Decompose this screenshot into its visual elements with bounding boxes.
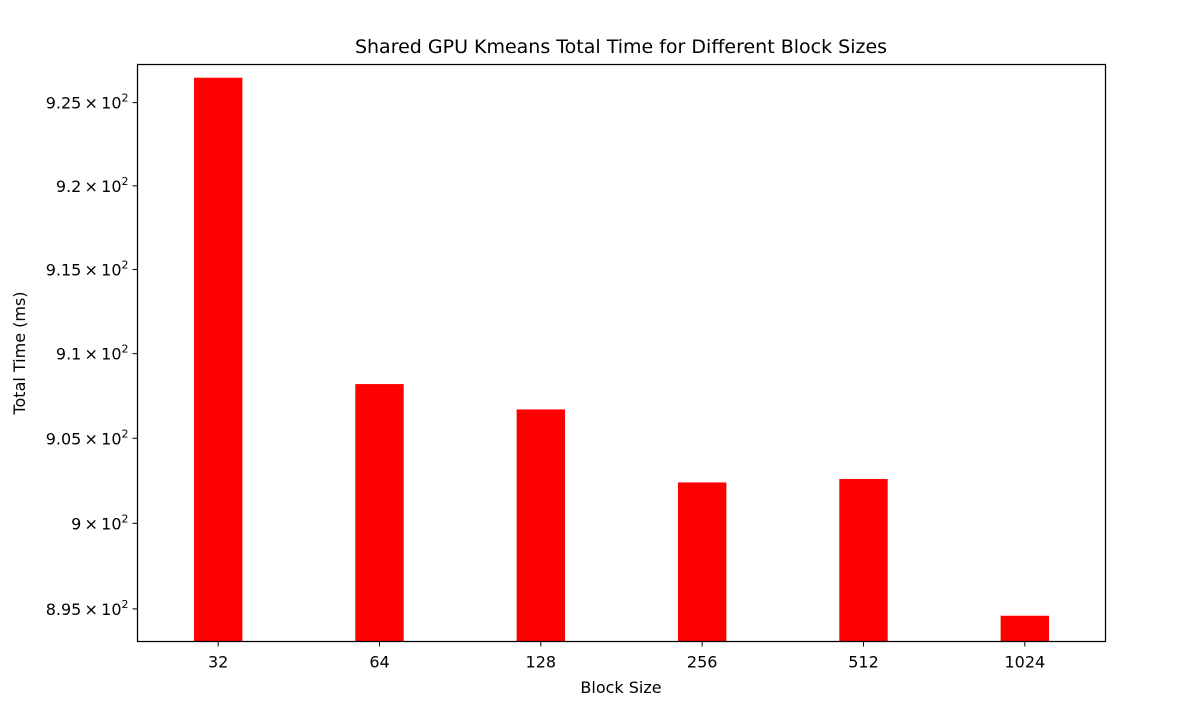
y-tick-label: 9 × 102: [71, 512, 128, 533]
y-tick-label: 9.25 × 102: [46, 92, 129, 113]
bar-256: [677, 482, 727, 642]
x-tick-label: 512: [848, 653, 879, 672]
x-axis-ticks: 32 64 128 256 512 1024: [208, 641, 1045, 672]
bar-group: [193, 77, 1050, 642]
y-axis-label: Total Time (ms): [10, 291, 29, 415]
plot-area-frame: [136, 63, 1107, 643]
x-tick-label: 256: [687, 653, 718, 672]
bar-1024: [1000, 615, 1050, 642]
y-axis-ticks: 8.95 × 102 9 × 102 9.05 × 102 9.1 × 102 9.15…: [46, 92, 138, 619]
bar-32: [193, 77, 243, 642]
y-tick-label: 9.2 × 102: [56, 175, 129, 196]
x-tick-label: 1024: [1004, 653, 1045, 672]
x-tick-label: 128: [526, 653, 557, 672]
bar-64: [355, 384, 404, 642]
x-tick-label: 32: [208, 653, 228, 672]
y-tick-label: 8.95 × 102: [46, 598, 129, 619]
chart-title: Shared GPU Kmeans Total Time for Differe…: [355, 36, 887, 58]
bar-512: [839, 479, 888, 642]
x-axis-label: Block Size: [580, 678, 661, 697]
y-tick-label: 9.15 × 102: [46, 259, 129, 280]
y-tick-label: 9.05 × 102: [46, 427, 129, 448]
x-tick-label: 64: [369, 653, 389, 672]
y-tick-label: 9.1 × 102: [56, 343, 129, 364]
bar-128: [516, 409, 566, 642]
